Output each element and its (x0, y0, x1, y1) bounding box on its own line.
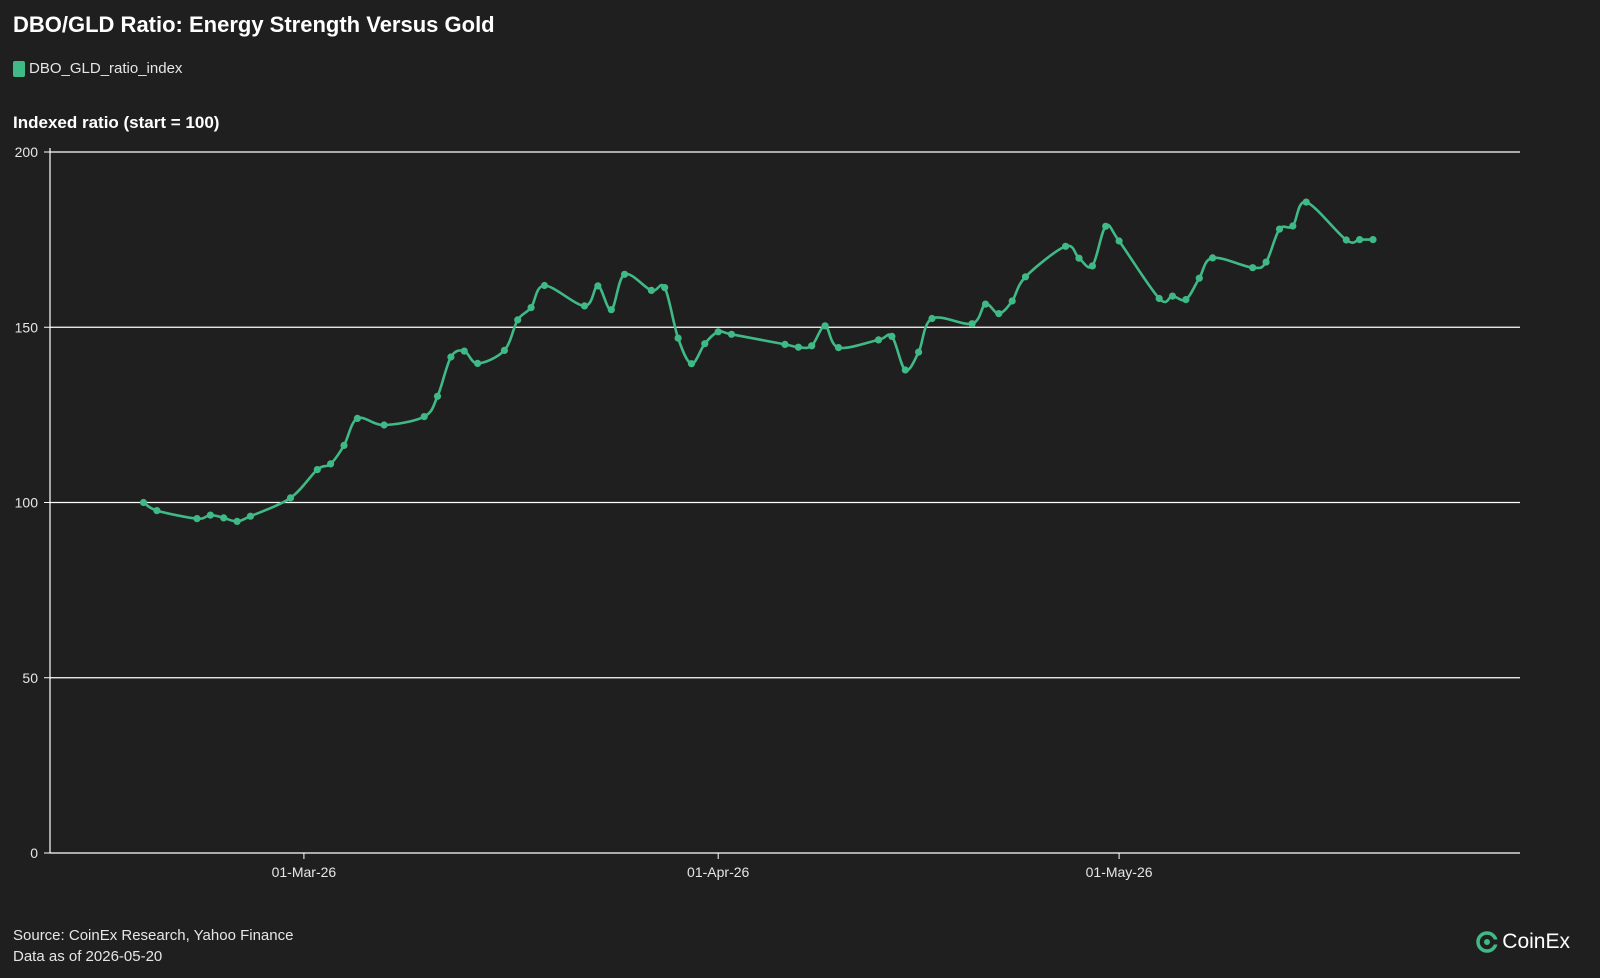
data-point (527, 304, 535, 312)
x-tick-label: 01-May-26 (1086, 864, 1153, 880)
data-point (1168, 292, 1177, 300)
data-point (514, 316, 522, 324)
data-point (1155, 294, 1163, 303)
data-point (1209, 254, 1217, 262)
data-point (1262, 258, 1270, 266)
legend: DBO_GLD_ratio_index (13, 60, 182, 77)
data-point (139, 498, 148, 507)
coinex-logo: CoinEx (1475, 930, 1570, 954)
data-point (193, 515, 201, 523)
y-tick-label: 100 (15, 495, 39, 511)
data-point (433, 392, 442, 400)
data-point (727, 330, 736, 338)
y-tick-label: 150 (15, 319, 39, 335)
logo-text: CoinEx (1502, 930, 1570, 953)
data-point (1102, 222, 1110, 230)
data-point (888, 332, 896, 340)
data-point (286, 494, 295, 502)
coinex-logo-icon (1476, 931, 1500, 953)
data-point (661, 284, 669, 292)
footer: Source: CoinEx Research, Yahoo Finance D… (13, 925, 293, 967)
data-point (474, 359, 482, 367)
data-point (246, 512, 255, 520)
y-tick-label: 0 (30, 845, 38, 861)
data-point (1062, 242, 1070, 250)
data-point (313, 466, 321, 474)
data-point (928, 314, 936, 323)
data-point (981, 300, 990, 308)
y-tick-label: 200 (15, 144, 39, 160)
x-tick-label: 01-Mar-26 (272, 864, 337, 880)
series-points (139, 198, 1377, 526)
data-point (220, 514, 228, 522)
data-point (995, 310, 1003, 318)
data-point (460, 347, 468, 355)
data-point (594, 282, 602, 290)
data-point (1182, 296, 1190, 304)
data-point (327, 460, 335, 468)
data-point (1302, 198, 1310, 206)
data-point (500, 346, 508, 354)
data-point (794, 343, 803, 351)
data-point (1021, 273, 1030, 281)
data-point (580, 302, 589, 310)
data-point (447, 353, 455, 361)
y-tick-labels: 0 50 100 150 200 (15, 144, 50, 861)
data-point (1008, 297, 1016, 305)
data-point (1342, 236, 1350, 244)
data-point (420, 413, 428, 421)
data-point (1088, 262, 1096, 270)
source-note: Source: CoinEx Research, Yahoo Finance (13, 927, 294, 944)
data-point (1289, 222, 1297, 230)
data-point (340, 441, 348, 449)
data-point (781, 340, 789, 348)
data-point (540, 281, 549, 290)
legend-label: DBO_GLD_ratio_index (29, 60, 183, 77)
data-point (834, 344, 843, 352)
data-point (701, 340, 709, 348)
data-point (1249, 264, 1257, 272)
data-point (1356, 236, 1364, 244)
data-point (1369, 236, 1377, 244)
data-point (821, 322, 829, 330)
data-point (206, 511, 214, 519)
data-asof-note: Data as of 2026-05-20 (13, 948, 163, 965)
data-point (153, 507, 161, 515)
x-tick-label: 01-Apr-26 (687, 864, 749, 880)
series-line-path (142, 200, 1375, 523)
x-tick-labels: 01-Mar-26 01-Apr-26 01-May-26 (272, 853, 1153, 880)
data-point (380, 421, 388, 429)
data-point (901, 366, 909, 374)
data-point (647, 286, 656, 294)
data-point (233, 517, 241, 526)
data-point (621, 270, 629, 278)
data-point (1115, 237, 1123, 245)
y-axis-title: Indexed ratio (start = 100) (13, 113, 220, 132)
grid-lines (50, 151, 1520, 679)
y-tick-label: 50 (22, 670, 38, 686)
data-point (714, 328, 722, 336)
data-point (1275, 225, 1284, 233)
legend-swatch (13, 60, 25, 77)
data-point (915, 348, 923, 356)
axes (49, 148, 1520, 854)
data-point (674, 334, 682, 342)
data-point (1075, 254, 1083, 262)
data-point (1195, 274, 1203, 282)
series-line (142, 200, 1375, 523)
data-point (968, 320, 976, 328)
data-point (607, 306, 615, 314)
data-point (687, 360, 696, 368)
data-point (874, 336, 883, 344)
data-point (808, 342, 816, 350)
chart-title: DBO/GLD Ratio: Energy Strength Versus Go… (13, 12, 495, 37)
data-point (353, 414, 361, 422)
